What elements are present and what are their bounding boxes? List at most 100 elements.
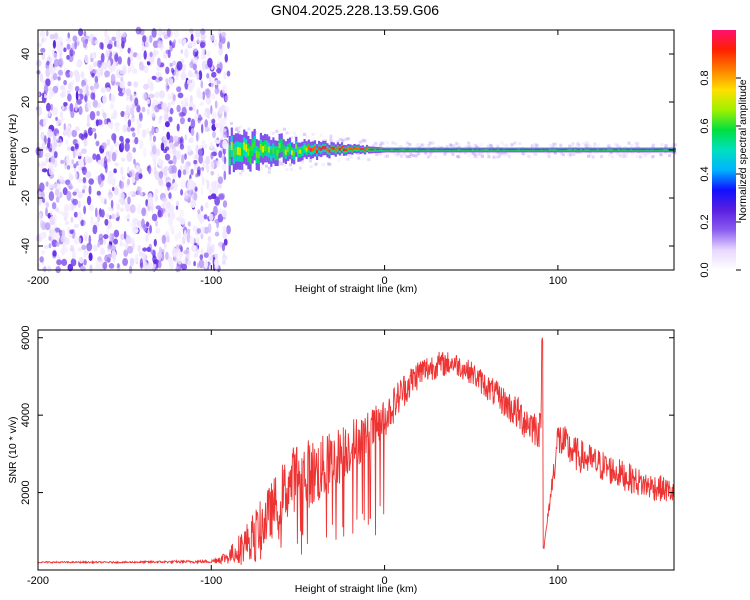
spectrogram-cell [63, 79, 67, 86]
spectrogram-cell [136, 186, 141, 196]
spectrogram-cell [357, 151, 361, 155]
spectrogram-cell [45, 157, 49, 163]
spectrogram-cell [305, 147, 308, 152]
spectrogram-cell [236, 147, 240, 155]
spectrogram-cell [114, 122, 120, 127]
spectrogram-cell [422, 149, 425, 151]
spectrogram-cell [499, 149, 502, 151]
spectrogram-cell [187, 145, 192, 153]
spectrogram-cell [607, 144, 611, 148]
spectrogram-cell [208, 223, 212, 234]
spectrogram-cell [214, 196, 221, 206]
spectrogram-cell [665, 149, 668, 151]
spectrogram-cell [109, 232, 113, 242]
spectrogram-cell [135, 165, 141, 172]
spectrogram-cell [367, 158, 371, 162]
spectrogram-cell [285, 168, 289, 171]
spectrogram-cell [490, 149, 493, 151]
spectrogram-cell [161, 197, 168, 203]
spectrogram-cell [194, 30, 201, 38]
spectrogram-cell [122, 258, 128, 266]
spectrogram-cell [313, 146, 317, 150]
spectrogram-cell [378, 148, 381, 151]
spectrogram-cell [50, 226, 56, 232]
spectrogram-cell [363, 139, 367, 143]
spectrogram-cell [53, 58, 60, 67]
colorbar-label: Normalized spectral amplitude [737, 79, 749, 220]
spectrogram-cell [390, 149, 393, 151]
spectrogram-cell [106, 138, 111, 146]
spectrogram-cell [184, 153, 187, 160]
spectrogram-cell [281, 135, 285, 139]
spectrogram-cell [40, 191, 45, 199]
spectrogram-cell [51, 145, 56, 154]
spectrogram-cell [648, 149, 651, 151]
spectrogram-cell [222, 225, 227, 232]
spectrogram-cell [409, 149, 412, 151]
spectrogram-cell [65, 139, 69, 145]
spectrogram-cell [83, 231, 88, 241]
spectrogram-cell [109, 65, 113, 74]
spectrogram-cell [585, 141, 589, 145]
spectrogram-cell [109, 215, 112, 220]
spectrogram-cell [45, 78, 51, 87]
colorbar-tick-label: 0.6 [699, 118, 711, 133]
spectrogram-cell [151, 152, 158, 162]
spectrogram-cell [113, 238, 118, 245]
spectrogram-cell [134, 97, 139, 107]
spectrogram-cell [618, 154, 622, 158]
spectrogram-cell [96, 190, 101, 196]
spectrogram-cell [81, 148, 87, 154]
spectrogram-cell [55, 241, 60, 247]
spectrogram-cell [343, 148, 346, 151]
spectrogram-cell [379, 143, 383, 147]
spectrogram-cell [178, 244, 183, 251]
spectrogram-cell [243, 142, 246, 150]
spectrogram-cell [141, 129, 147, 139]
spectrogram-cell [73, 163, 77, 169]
spectrogram-cell [88, 252, 93, 261]
spectrogram-cell [58, 229, 63, 237]
spectrogram-cell [458, 151, 462, 155]
spectrogram-cell [328, 149, 331, 153]
spectrogram-cell [200, 28, 206, 35]
spectrogram-cell [115, 125, 120, 132]
spectrogram-cell [630, 149, 633, 151]
spectrogram-cell [301, 148, 304, 153]
spectrogram-cell [120, 200, 127, 206]
spectrogram-cell [160, 142, 165, 152]
spectrogram-cell [87, 157, 93, 163]
spectrogram-cell [536, 149, 539, 151]
spectrogram-cell [121, 175, 125, 181]
spectrogram-cell [111, 133, 117, 141]
spectrogram-cell [201, 139, 206, 150]
spectrogram-cell [132, 217, 138, 226]
spectrogram-cell [151, 75, 157, 80]
spectrogram-cell [224, 106, 229, 113]
spectrogram-cell [480, 149, 483, 151]
spectrogram-cell [71, 250, 76, 260]
spectrogram-cell [407, 149, 410, 151]
spectrogram-cell [66, 127, 72, 138]
spectrogram-cell [580, 149, 583, 151]
spectrogram-cell [492, 149, 495, 151]
spectrogram-cell [73, 236, 80, 245]
spectrogram-cell [282, 147, 285, 154]
spectrogram-cell [204, 144, 208, 149]
spectrogram-cell [496, 151, 500, 154]
spectrogram-cell [73, 223, 80, 229]
spectrogram-cell [200, 248, 204, 254]
spectrogram-cell [107, 43, 113, 50]
spectrogram-cell [94, 132, 97, 140]
spectrogram-cell [200, 186, 204, 196]
spectrogram-cell [183, 250, 189, 255]
spectrogram-cell [214, 258, 220, 268]
spectrogram-cell [70, 244, 74, 251]
spectrogram-cell [52, 39, 57, 49]
spectrogram-cell [78, 151, 83, 156]
spectrogram-cell [36, 59, 42, 67]
spectrogram-cell [217, 183, 222, 189]
spectrogram-cell [127, 119, 132, 128]
spectrogram-cell [187, 228, 191, 235]
spectrogram-cell [151, 108, 156, 118]
